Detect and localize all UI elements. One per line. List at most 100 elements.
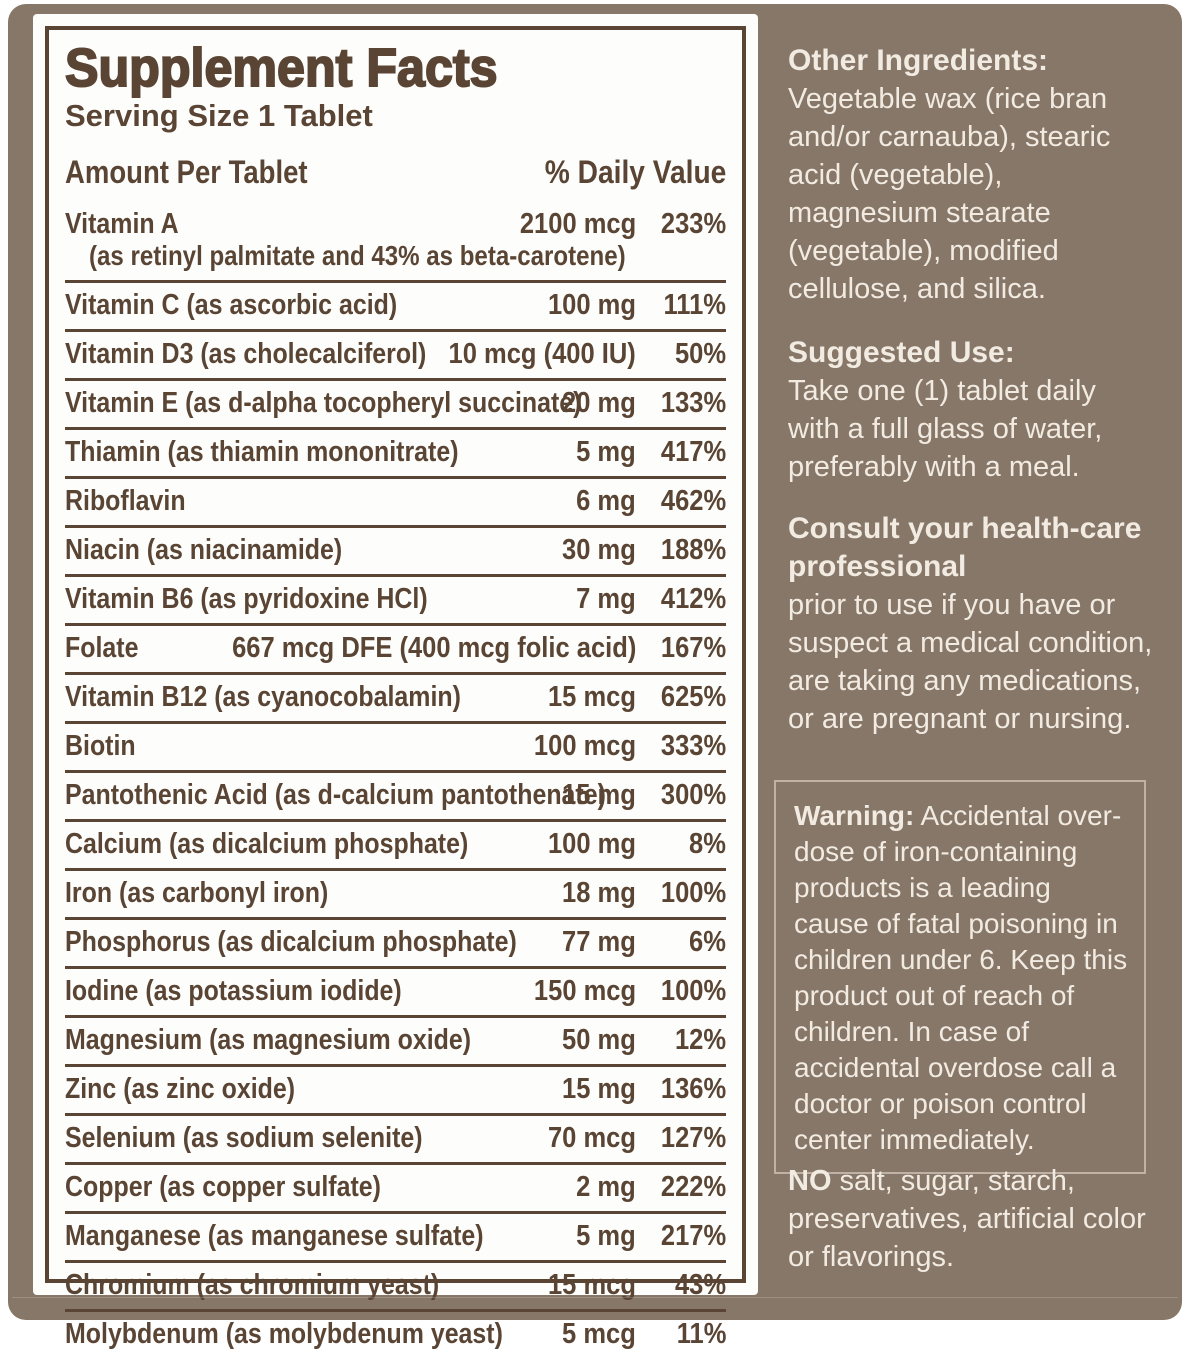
no-claims-lead: NO bbox=[788, 1165, 832, 1197]
nutrient-amount: 7 mg bbox=[576, 583, 636, 615]
nutrient-amount: 6 mg bbox=[576, 485, 636, 517]
nutrient-amount: 5 mg bbox=[576, 436, 636, 468]
nutrient-amount: 15 mg bbox=[562, 779, 636, 811]
nutrient-name: Calcium (as dicalcium phosphate) bbox=[65, 828, 469, 860]
nutrient-amount: 77 mg bbox=[562, 926, 636, 958]
nutrient-daily-value: 333% bbox=[660, 730, 726, 762]
nutrient-name: Magnesium (as magnesium oxide) bbox=[65, 1024, 472, 1056]
nutrient-daily-value: 43% bbox=[674, 1269, 726, 1301]
serving-size: Serving Size 1 Tablet bbox=[65, 98, 373, 133]
nutrient-amount: 10 mcg (400 IU) bbox=[448, 338, 636, 370]
nutrient-daily-value: 136% bbox=[660, 1073, 726, 1105]
nutrient-amount: 30 mg bbox=[562, 534, 636, 566]
table-row: Selenium (as sodium selenite) 70 mcg 127% bbox=[65, 1113, 726, 1162]
nutrient-daily-value: 300% bbox=[660, 779, 726, 811]
nutrient-amount: 667 mcg DFE (400 mcg folic acid) bbox=[231, 632, 636, 664]
nutrient-amount: 18 mg bbox=[562, 877, 636, 909]
nutrient-amount: 15 mg bbox=[562, 1073, 636, 1105]
nutrient-daily-value: 100% bbox=[660, 975, 726, 1007]
supplement-label: Supplement Facts Serving Size 1 Tablet A… bbox=[8, 4, 1182, 1350]
table-row: Calcium (as dicalcium phosphate) 100 mg 8% bbox=[65, 819, 726, 868]
nutrient-daily-value: 233% bbox=[660, 208, 726, 240]
table-row: Iron (as carbonyl iron) 18 mg 100% bbox=[65, 868, 726, 917]
table-row: Vitamin D3 (as cholecalciferol) 10 mcg (4… bbox=[65, 329, 726, 378]
nutrient-name: Niacin (as niacinamide) bbox=[65, 534, 343, 566]
nutrient-daily-value: 6% bbox=[689, 926, 726, 958]
nutrient-name: Iron (as carbonyl iron) bbox=[65, 877, 329, 909]
warning-body: Accidental over-dose of iron-containing … bbox=[794, 800, 1128, 1155]
table-row: Vitamin C (as ascorbic acid) 100 mg 111% bbox=[65, 280, 726, 329]
nutrient-daily-value: 50% bbox=[674, 338, 726, 370]
facts-rows: Vitamin A 2100 mcg 233% (as retinyl palmita… bbox=[65, 202, 726, 1358]
table-row: Chromium (as chromium yeast) 15 mcg 43% bbox=[65, 1260, 726, 1309]
sidebar: Other Ingredients: Vegetable wax (rice b… bbox=[760, 4, 1182, 1320]
nutrient-amount: 15 mcg bbox=[548, 1269, 636, 1301]
nutrient-daily-value: 127% bbox=[660, 1122, 726, 1154]
nutrient-amount: 5 mg bbox=[576, 1220, 636, 1252]
nutrient-daily-value: 8% bbox=[689, 828, 726, 860]
column-header-daily-value: % Daily Value bbox=[544, 154, 726, 190]
table-row: Iodine (as potassium iodide) 150 mcg 100% bbox=[65, 966, 726, 1015]
nutrient-name: Vitamin B6 (as pyridoxine HCl) bbox=[65, 583, 428, 615]
nutrient-daily-value: 167% bbox=[660, 632, 726, 664]
column-header-amount: Amount Per Tablet bbox=[65, 154, 308, 190]
table-row: Molybdenum (as molybdenum yeast) 5 mcg 11% bbox=[65, 1309, 726, 1358]
nutrient-daily-value: 217% bbox=[660, 1220, 726, 1252]
supplement-facts-panel: Supplement Facts Serving Size 1 Tablet A… bbox=[33, 14, 758, 1350]
nutrient-daily-value: 625% bbox=[660, 681, 726, 713]
nutrient-name: Selenium (as sodium selenite) bbox=[65, 1122, 423, 1154]
suggested-use-heading: Suggested Use: bbox=[788, 336, 1015, 369]
nutrient-daily-value: 462% bbox=[660, 485, 726, 517]
other-ingredients-body: Vegetable wax (rice bran and/or carnauba… bbox=[788, 83, 1111, 305]
nutrient-amount: 50 mg bbox=[562, 1024, 636, 1056]
warning-heading: Warning: bbox=[794, 800, 915, 831]
table-row: Magnesium (as magnesium oxide) 50 mg 12% bbox=[65, 1015, 726, 1064]
nutrient-amount: 100 mg bbox=[548, 828, 636, 860]
table-row: Biotin 100 mcg 333% bbox=[65, 721, 726, 770]
nutrient-daily-value: 188% bbox=[660, 534, 726, 566]
table-row: Vitamin E (as d-alpha tocopheryl succina… bbox=[65, 378, 726, 427]
nutrient-name: Manganese (as manganese sulfate) bbox=[65, 1220, 484, 1252]
consult-body: prior to use if you have or suspect a me… bbox=[788, 589, 1153, 735]
table-row: Vitamin B12 (as cyanocobalamin) 15 mcg 625… bbox=[65, 672, 726, 721]
table-row: Phosphorus (as dicalcium phosphate) 77 mg… bbox=[65, 917, 726, 966]
nutrient-amount: 20 mg bbox=[562, 387, 636, 419]
nutrient-name: Vitamin D3 (as cholecalciferol) bbox=[65, 338, 427, 370]
table-row: Pantothenic Acid (as d-calcium pantothen… bbox=[65, 770, 726, 819]
nutrient-amount: 5 mcg bbox=[562, 1318, 636, 1350]
suggested-use-body: Take one (1) tablet daily with a full gl… bbox=[788, 375, 1103, 483]
no-claims-body: salt, sugar, starch, preservatives, arti… bbox=[788, 1165, 1146, 1273]
consult-heading: Consult your health-care professional bbox=[788, 512, 1142, 583]
nutrient-name: Vitamin C (as ascorbic acid) bbox=[65, 289, 398, 321]
nutrient-amount: 100 mg bbox=[548, 289, 636, 321]
nutrient-name: Iodine (as potassium iodide) bbox=[65, 975, 402, 1007]
table-row: Vitamin A 2100 mcg 233% (as retinyl palmita… bbox=[65, 202, 726, 280]
nutrient-name: Vitamin E (as d-alpha tocopheryl succina… bbox=[65, 387, 582, 419]
warning-box: Warning: Accidental over-dose of iron-co… bbox=[774, 780, 1146, 1174]
nutrient-name: Zinc (as zinc oxide) bbox=[65, 1073, 296, 1105]
nutrient-daily-value: 222% bbox=[660, 1171, 726, 1203]
no-claims-section: NO salt, sugar, starch, preservatives, a… bbox=[788, 1162, 1154, 1276]
nutrient-amount: 70 mcg bbox=[548, 1122, 636, 1154]
other-ingredients-section: Other Ingredients: Vegetable wax (rice b… bbox=[788, 42, 1154, 308]
consult-section: Consult your health-care professional pr… bbox=[788, 510, 1154, 738]
nutrient-daily-value: 412% bbox=[660, 583, 726, 615]
nutrient-name: Vitamin B12 (as cyanocobalamin) bbox=[65, 681, 461, 713]
table-row: Zinc (as zinc oxide) 15 mg 136% bbox=[65, 1064, 726, 1113]
nutrient-amount: 100 mcg bbox=[533, 730, 636, 762]
nutrient-name: Pantothenic Acid (as d-calcium pantothen… bbox=[65, 779, 606, 811]
table-row: Folate 667 mcg DFE (400 mcg folic acid) 16… bbox=[65, 623, 726, 672]
nutrient-name: Folate bbox=[65, 632, 139, 664]
nutrient-daily-value: 12% bbox=[674, 1024, 726, 1056]
nutrient-name: Vitamin A bbox=[65, 208, 179, 240]
nutrient-daily-value: 11% bbox=[676, 1318, 726, 1350]
nutrient-name: Riboflavin bbox=[65, 485, 186, 517]
nutrient-daily-value: 111% bbox=[663, 289, 726, 321]
nutrient-amount: 2100 mcg bbox=[519, 208, 636, 240]
nutrient-amount: 2 mg bbox=[576, 1171, 636, 1203]
nutrient-name: Chromium (as chromium yeast) bbox=[65, 1269, 440, 1301]
nutrient-amount: 150 mcg bbox=[533, 975, 636, 1007]
nutrient-daily-value: 417% bbox=[660, 436, 726, 468]
nutrient-name: Phosphorus (as dicalcium phosphate) bbox=[65, 926, 517, 958]
table-row: Riboflavin 6 mg 462% bbox=[65, 476, 726, 525]
